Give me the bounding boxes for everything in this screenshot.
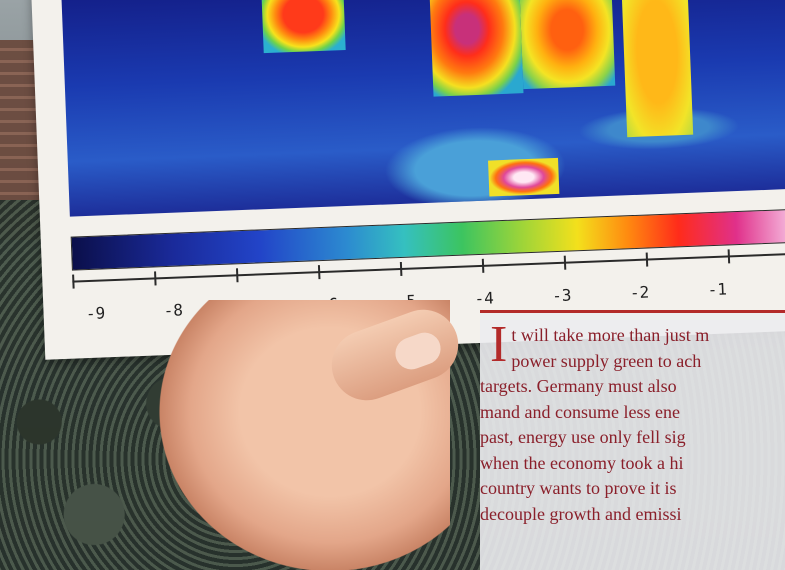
scale-label: -2 xyxy=(629,282,650,303)
scale-tick xyxy=(645,252,649,267)
article-line: past, energy use only fell sig xyxy=(480,427,686,447)
thermal-image xyxy=(61,0,785,217)
article-line: mand and consume less ene xyxy=(480,401,680,422)
hot-window-1 xyxy=(261,0,346,54)
article-line: targets. Germany must also xyxy=(480,376,677,396)
article-line: when the economy took a hi xyxy=(480,452,684,473)
hot-window-3 xyxy=(519,0,616,90)
hot-door-light xyxy=(488,157,560,197)
article-paragraph: I t will take more than just m power sup… xyxy=(480,316,785,527)
hot-window-2 xyxy=(429,0,524,97)
drop-cap: I xyxy=(490,316,508,373)
article-line: decouple growth and emissi xyxy=(480,503,682,524)
scale-tick xyxy=(154,271,157,286)
scale-label: -1 xyxy=(707,279,728,300)
scale-label: 0 xyxy=(765,276,785,302)
scale-tick xyxy=(563,255,567,270)
scale-tick xyxy=(727,249,731,264)
scale-label: -9 xyxy=(85,303,106,324)
color-scale-bar xyxy=(70,208,785,271)
scale-tick xyxy=(481,258,485,273)
article-text-panel: I t will take more than just m power sup… xyxy=(480,310,785,570)
scale-tick xyxy=(235,268,239,283)
article-line: t will take more than just m xyxy=(511,325,710,345)
article-line: power supply green to ach xyxy=(511,350,702,371)
scale-tick xyxy=(399,261,403,277)
scale-tick xyxy=(72,274,75,289)
hot-window-4 xyxy=(621,0,694,138)
article-line: country wants to prove it is xyxy=(480,478,677,498)
scale-label: -3 xyxy=(551,285,572,306)
scale-tick xyxy=(317,265,321,280)
